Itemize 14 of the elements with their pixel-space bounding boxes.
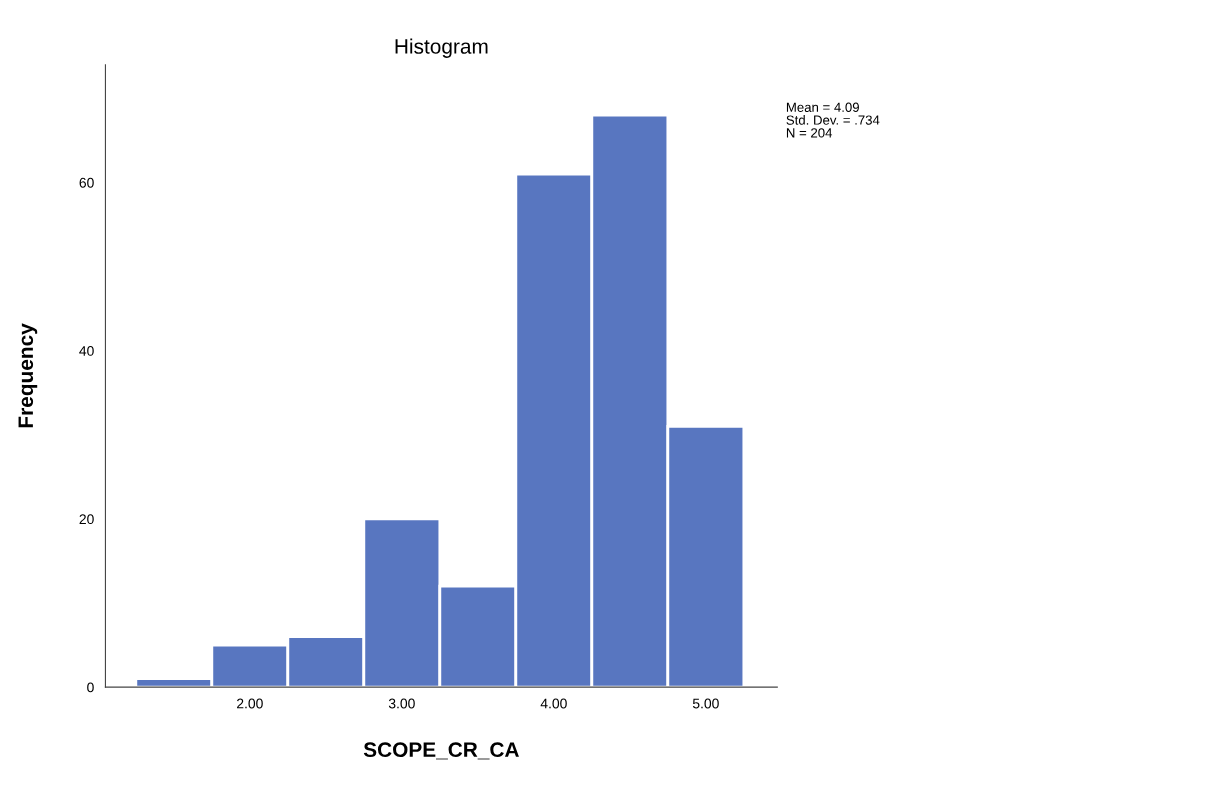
x-tick-label: 3.00 [388, 698, 415, 709]
y-tick-label: 20 [79, 514, 94, 525]
y-tick-label: 0 [87, 682, 94, 693]
text: N = 204 [786, 128, 833, 138]
y-tick-label: 40 [79, 346, 94, 356]
text: Mean = 4.09 [786, 102, 859, 112]
text: Std. Dev. = .734 [786, 115, 880, 125]
y-axis-title: Frequency [18, 323, 38, 428]
x-tick-label: 2.00 [237, 698, 263, 709]
x-tick-label: 5.00 [692, 698, 719, 709]
x-tick-label: 4.00 [540, 698, 567, 709]
x-axis-title: SCOPE_CR_CA [363, 742, 519, 760]
y-tick-label: 60 [79, 177, 94, 188]
chart-title: Histogram [395, 38, 488, 58]
